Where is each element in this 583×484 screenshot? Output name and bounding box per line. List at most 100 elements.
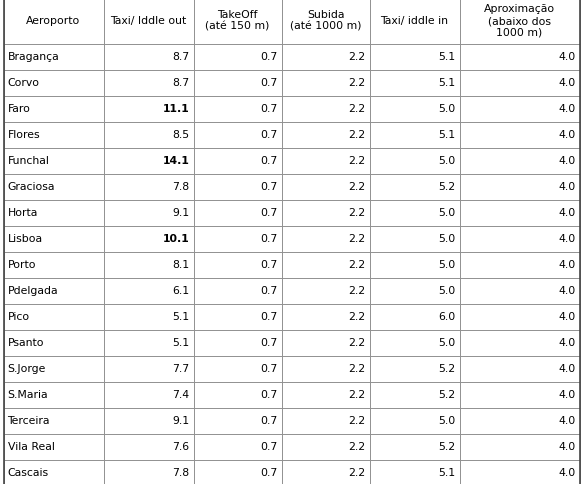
Text: Bragança: Bragança xyxy=(8,52,59,62)
Text: 0.7: 0.7 xyxy=(260,130,278,140)
Text: 4.0: 4.0 xyxy=(559,130,575,140)
Text: Cascais: Cascais xyxy=(8,468,48,478)
Bar xyxy=(3,122,104,148)
Text: 4.0: 4.0 xyxy=(559,78,575,88)
Bar xyxy=(370,44,459,70)
Text: 14.1: 14.1 xyxy=(163,156,189,166)
Text: 4.0: 4.0 xyxy=(559,286,575,296)
Text: 2.2: 2.2 xyxy=(349,208,366,218)
Bar xyxy=(194,278,282,304)
Text: 5.2: 5.2 xyxy=(438,442,455,452)
Bar xyxy=(194,70,282,96)
Text: 10.1: 10.1 xyxy=(163,234,189,244)
Bar xyxy=(370,356,459,382)
Text: 9.1: 9.1 xyxy=(173,208,189,218)
Bar xyxy=(194,408,282,434)
Bar xyxy=(3,226,104,252)
Text: 4.0: 4.0 xyxy=(559,364,575,374)
Text: 8.7: 8.7 xyxy=(173,52,189,62)
Text: Taxi/ Iddle out: Taxi/ Iddle out xyxy=(110,16,187,26)
Bar xyxy=(104,408,194,434)
Text: 0.7: 0.7 xyxy=(260,78,278,88)
Bar xyxy=(370,278,459,304)
Bar xyxy=(459,200,580,226)
Text: 5.0: 5.0 xyxy=(438,260,455,270)
Text: 0.7: 0.7 xyxy=(260,390,278,400)
Text: 8.1: 8.1 xyxy=(173,260,189,270)
Bar xyxy=(459,70,580,96)
Bar xyxy=(194,382,282,408)
Text: Subida
(até 1000 m): Subida (até 1000 m) xyxy=(290,10,361,32)
Bar xyxy=(282,382,370,408)
Text: 2.2: 2.2 xyxy=(349,78,366,88)
Text: 9.1: 9.1 xyxy=(173,416,189,426)
Bar xyxy=(194,200,282,226)
Text: 2.2: 2.2 xyxy=(349,364,366,374)
Bar xyxy=(282,148,370,174)
Bar xyxy=(104,304,194,330)
Text: 2.2: 2.2 xyxy=(349,416,366,426)
Text: 5.0: 5.0 xyxy=(438,208,455,218)
Text: 7.7: 7.7 xyxy=(173,364,189,374)
Bar xyxy=(104,226,194,252)
Text: 0.7: 0.7 xyxy=(260,286,278,296)
Bar xyxy=(370,434,459,460)
Bar xyxy=(370,70,459,96)
Text: 2.2: 2.2 xyxy=(349,390,366,400)
Text: Aeroporto: Aeroporto xyxy=(26,16,80,26)
Bar xyxy=(3,408,104,434)
Bar xyxy=(459,252,580,278)
Text: 7.8: 7.8 xyxy=(173,182,189,192)
Text: 0.7: 0.7 xyxy=(260,364,278,374)
Text: 5.2: 5.2 xyxy=(438,364,455,374)
Bar xyxy=(282,304,370,330)
Bar xyxy=(282,122,370,148)
Text: S.Maria: S.Maria xyxy=(8,390,48,400)
Bar xyxy=(282,356,370,382)
Text: 2.2: 2.2 xyxy=(349,182,366,192)
Bar xyxy=(370,382,459,408)
Bar xyxy=(282,174,370,200)
Bar xyxy=(3,174,104,200)
Text: Funchal: Funchal xyxy=(8,156,50,166)
Bar xyxy=(104,252,194,278)
Bar xyxy=(370,460,459,484)
Text: 0.7: 0.7 xyxy=(260,312,278,322)
Bar xyxy=(459,278,580,304)
Bar xyxy=(459,226,580,252)
Bar xyxy=(3,330,104,356)
Text: 4.0: 4.0 xyxy=(559,442,575,452)
Text: Pdelgada: Pdelgada xyxy=(8,286,58,296)
Text: 4.0: 4.0 xyxy=(559,390,575,400)
Text: 6.0: 6.0 xyxy=(438,312,455,322)
Bar xyxy=(3,0,104,44)
Bar xyxy=(104,200,194,226)
Bar xyxy=(282,252,370,278)
Text: 4.0: 4.0 xyxy=(559,338,575,348)
Text: 2.2: 2.2 xyxy=(349,260,366,270)
Text: 2.2: 2.2 xyxy=(349,52,366,62)
Text: 4.0: 4.0 xyxy=(559,104,575,114)
Text: 0.7: 0.7 xyxy=(260,468,278,478)
Text: 0.7: 0.7 xyxy=(260,156,278,166)
Bar xyxy=(459,304,580,330)
Bar xyxy=(282,408,370,434)
Bar xyxy=(104,330,194,356)
Text: Porto: Porto xyxy=(8,260,36,270)
Bar xyxy=(194,148,282,174)
Text: 0.7: 0.7 xyxy=(260,416,278,426)
Text: 0.7: 0.7 xyxy=(260,260,278,270)
Bar xyxy=(370,226,459,252)
Bar xyxy=(282,70,370,96)
Bar xyxy=(370,96,459,122)
Bar xyxy=(3,252,104,278)
Text: 5.0: 5.0 xyxy=(438,234,455,244)
Text: 2.2: 2.2 xyxy=(349,286,366,296)
Bar xyxy=(370,200,459,226)
Text: 5.0: 5.0 xyxy=(438,286,455,296)
Bar xyxy=(3,96,104,122)
Text: 0.7: 0.7 xyxy=(260,208,278,218)
Bar xyxy=(459,96,580,122)
Bar xyxy=(104,460,194,484)
Bar xyxy=(459,408,580,434)
